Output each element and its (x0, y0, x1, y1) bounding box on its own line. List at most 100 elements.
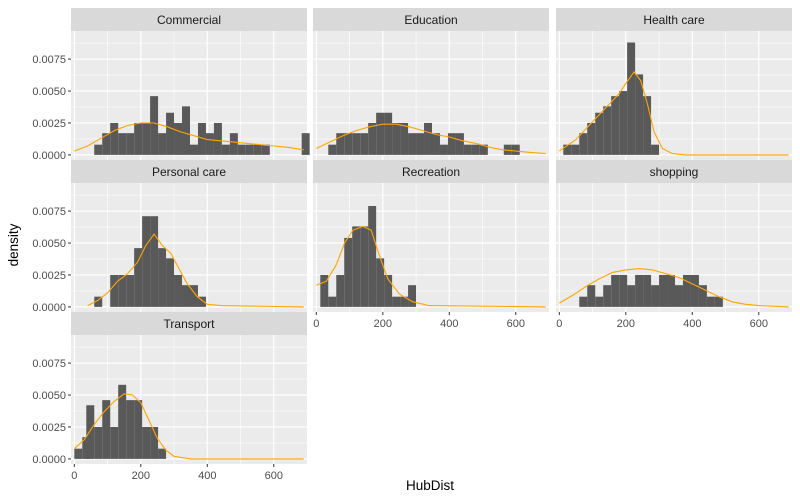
histogram-bar (643, 96, 652, 155)
histogram-bar (587, 285, 596, 307)
histogram-bar (118, 133, 127, 155)
histogram-bar (182, 106, 190, 155)
histogram-bar (213, 122, 222, 155)
histogram-bar (229, 133, 238, 155)
histogram-bar (674, 285, 683, 307)
histogram-bar (174, 122, 183, 155)
facet-panel: Recreation (313, 160, 549, 312)
histogram-bar (253, 144, 262, 155)
y-tick-label: 0.0025 (32, 118, 66, 130)
histogram-bar (400, 122, 409, 155)
x-axis-title: HubDist (406, 478, 454, 493)
histogram-bar (110, 274, 119, 307)
x-tick-label: 200 (374, 318, 392, 330)
histogram-bar (603, 285, 612, 307)
histogram-bar (150, 216, 159, 307)
facet-label: Personal care (152, 165, 226, 179)
y-tick-label: 0.0000 (32, 150, 66, 162)
x-tick-label: 400 (198, 470, 216, 482)
density-curve (74, 122, 304, 152)
histogram-bar (384, 274, 393, 307)
x-tick-label: 0 (313, 318, 319, 330)
histogram-bar (643, 274, 652, 307)
histogram-bar (126, 133, 135, 155)
histogram-bar (471, 144, 480, 155)
density-curve (558, 70, 789, 156)
histogram-bar (261, 144, 270, 155)
histogram-bar (197, 296, 206, 307)
histogram-bar (611, 96, 620, 155)
histogram-bar (221, 144, 230, 155)
y-tick-label: 0.0025 (32, 270, 66, 282)
x-tick-label: 0 (556, 318, 562, 330)
histogram-bar (667, 274, 675, 307)
histogram-bar (563, 144, 572, 155)
histogram-bar (619, 91, 628, 155)
histogram-bar (158, 248, 167, 307)
histogram-bar (110, 426, 119, 459)
facet-label: Education (404, 13, 457, 27)
histogram-bar (376, 258, 385, 307)
x-tick-label: 400 (440, 318, 458, 330)
histogram-bar (126, 400, 135, 459)
histogram-bar (134, 248, 143, 307)
facet-panel: Education (313, 8, 549, 160)
histogram-bar (74, 448, 83, 459)
histogram-bar (110, 122, 119, 155)
histogram-bar (424, 122, 432, 155)
histogram-bar (118, 384, 127, 459)
y-tick-label: 0.0075 (32, 206, 66, 218)
histogram-bar (455, 133, 464, 155)
histogram-bar (368, 122, 377, 155)
histogram-bar (245, 144, 254, 155)
histogram-bar (134, 122, 143, 155)
facet-strip (71, 8, 307, 31)
histogram-bar (197, 122, 206, 155)
histogram-bar (336, 133, 345, 155)
histogram-bar (320, 274, 329, 307)
facet-strip (71, 312, 307, 335)
histogram-bar (408, 133, 417, 155)
y-tick-label: 0.0075 (32, 54, 66, 66)
facet-panel: Transport (71, 312, 307, 464)
histogram-bar (690, 274, 699, 307)
facet-panel: shopping (556, 160, 792, 312)
histogram-bar (301, 133, 310, 155)
facet-label: shopping (650, 165, 699, 179)
histogram-bar (328, 144, 337, 155)
facet-strip (313, 8, 549, 31)
histogram-bar (102, 133, 111, 155)
histogram-bars (563, 42, 660, 155)
y-tick-label: 0.0025 (32, 422, 66, 434)
histogram-bar (635, 74, 644, 155)
histogram-bar (579, 133, 588, 155)
histogram-bar (237, 144, 246, 155)
histogram-bar (431, 133, 440, 155)
x-tick-label: 600 (265, 470, 283, 482)
histogram-bar (102, 400, 111, 459)
histogram-bar (392, 296, 401, 307)
histogram-bar (368, 205, 377, 307)
histogram-bar (189, 144, 198, 155)
histogram-bar (635, 274, 644, 307)
histogram-bars (328, 112, 520, 155)
facet-strip (71, 160, 307, 183)
histogram-bars (579, 274, 723, 307)
histogram-bar (328, 296, 337, 307)
histogram-bar (166, 258, 175, 307)
density-curve (316, 225, 546, 308)
histogram-bar (134, 400, 143, 459)
facet-label: Transport (164, 317, 216, 331)
histogram-bar (142, 216, 151, 307)
histogram-bar (94, 296, 103, 307)
facet-panel: Commercial (71, 8, 310, 160)
histogram-bar (205, 133, 214, 155)
histogram-bar (166, 112, 175, 155)
histogram-bar (352, 226, 361, 307)
density-curve (559, 268, 789, 308)
facet-label: Recreation (402, 165, 460, 179)
histogram-bar (447, 133, 456, 155)
histogram-bar (392, 122, 401, 155)
histogram-bar (416, 133, 425, 155)
